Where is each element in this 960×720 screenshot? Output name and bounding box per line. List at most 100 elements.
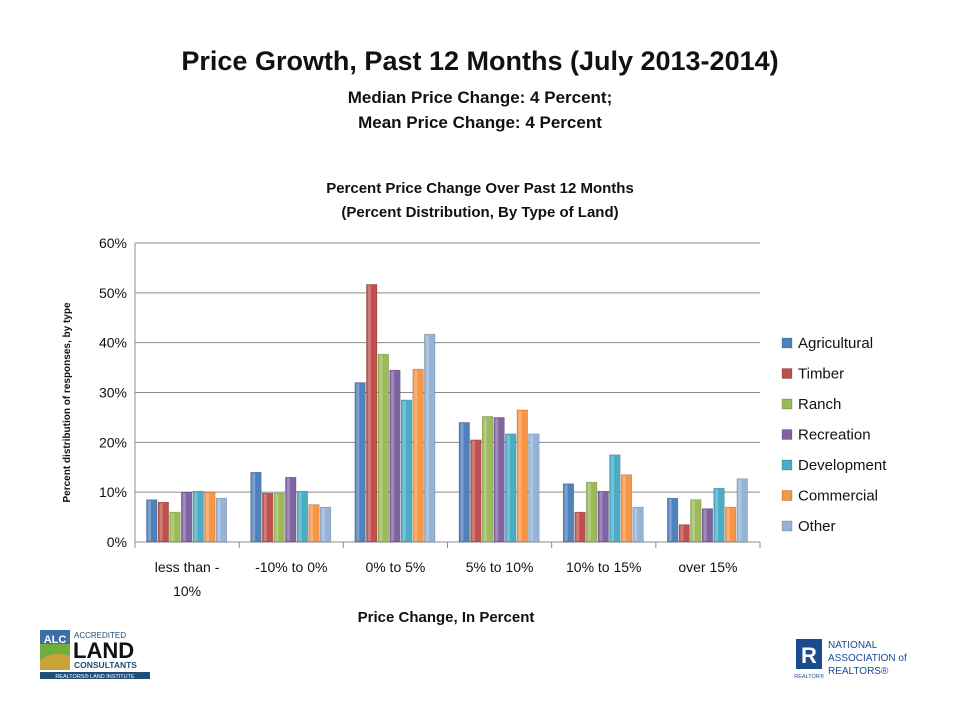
bar-highlight <box>321 508 325 541</box>
nar-realtors: REALTORS® <box>828 666 889 677</box>
nar-national: NATIONAL <box>828 640 878 651</box>
median-subtitle: Median Price Change: 4 Percent; <box>347 88 613 107</box>
bar-highlight <box>530 434 534 541</box>
bar-highlight <box>391 371 395 541</box>
bar <box>701 508 714 543</box>
nar-logo: R REALTOR® NATIONAL ASSOCIATION of REALT… <box>794 639 907 680</box>
bar <box>690 499 702 543</box>
bar <box>412 368 424 543</box>
nar-association: ASSOCIATION of <box>828 653 907 664</box>
alc-logo: ALC ACCREDITED LAND CONSULTANTS REALTORS… <box>40 630 150 680</box>
bar-highlight <box>171 513 175 541</box>
bar-highlight <box>460 423 464 541</box>
legend-swatch <box>781 398 793 410</box>
bar <box>215 497 227 543</box>
bar <box>273 492 285 543</box>
bar <box>169 511 181 543</box>
bar-highlight <box>703 509 707 541</box>
bar-highlight <box>286 478 290 541</box>
bar-highlight <box>715 489 719 541</box>
bar <box>377 353 389 543</box>
y-tick-label: 40% <box>99 335 127 351</box>
legend-label: Ranch <box>798 396 841 413</box>
bar <box>180 491 193 543</box>
legend-swatch <box>781 459 793 471</box>
bar-highlight <box>414 370 418 541</box>
alc-mark-text: ALC <box>44 634 67 646</box>
legend-swatch <box>781 520 793 532</box>
bar <box>366 284 378 543</box>
bar-highlight <box>147 500 151 541</box>
bar-highlight <box>367 285 371 541</box>
bar-highlight <box>425 335 429 541</box>
bar-highlight <box>402 400 406 541</box>
nar-r-icon: R <box>801 643 817 668</box>
bar <box>505 433 517 543</box>
y-tick-label: 0% <box>107 534 127 550</box>
legend-label: Other <box>798 518 836 535</box>
x-category-label: 10% <box>173 583 201 599</box>
x-axis-title: Price Change, In Percent <box>358 609 535 626</box>
y-tick-label: 10% <box>99 484 127 500</box>
legend-label: Development <box>798 457 887 474</box>
bar-highlight <box>726 508 730 541</box>
y-tick-label: 30% <box>99 385 127 401</box>
bar <box>736 478 748 543</box>
chart-title: Percent Price Change Over Past 12 Months <box>326 180 634 197</box>
bar-highlight <box>298 492 302 541</box>
bar <box>458 422 470 543</box>
bar <box>250 471 262 543</box>
slide-title: Price Growth, Past 12 Months (July 2013-… <box>181 46 779 76</box>
bar <box>667 497 679 543</box>
bar-highlight <box>159 503 163 541</box>
bar <box>308 504 320 543</box>
bar-highlight <box>576 513 580 541</box>
bar-highlight <box>738 479 742 541</box>
alc-consultants: CONSULTANTS <box>74 660 137 670</box>
bar-highlight <box>611 455 615 541</box>
y-tick-label: 60% <box>99 235 127 251</box>
bar-highlight <box>205 493 209 541</box>
bar-highlight <box>379 355 383 541</box>
bar <box>713 487 725 543</box>
bar-highlight <box>252 473 256 541</box>
bar <box>562 483 575 543</box>
y-tick-label: 50% <box>99 285 127 301</box>
chart-subtitle: (Percent Distribution, By Type of Land) <box>341 204 619 221</box>
bar-highlight <box>356 383 360 541</box>
bar <box>400 399 413 543</box>
mean-subtitle: Mean Price Change: 4 Percent <box>358 113 602 132</box>
bar <box>192 490 204 543</box>
x-category-label: less than - <box>155 559 220 575</box>
bar <box>620 474 633 543</box>
bar-highlight <box>587 483 591 541</box>
bar <box>285 476 297 543</box>
bar-highlight <box>217 499 221 541</box>
bar-highlight <box>263 494 267 541</box>
bar <box>632 506 644 543</box>
legend-label: Agricultural <box>798 335 873 352</box>
bar-highlight <box>622 475 626 541</box>
bar-highlight <box>668 499 672 541</box>
bar <box>516 409 528 543</box>
bar <box>678 524 690 543</box>
bar-highlight <box>472 440 476 541</box>
alc-accredited: ACCREDITED <box>74 631 126 640</box>
bar <box>319 506 332 543</box>
legend-label: Timber <box>798 366 844 383</box>
bar-highlight <box>599 492 603 541</box>
bar <box>609 454 621 543</box>
legend-label: Recreation <box>798 427 871 444</box>
bar <box>424 333 436 543</box>
bar-highlight <box>680 525 684 541</box>
y-axis-title: Percent distribution of responses, by ty… <box>62 302 73 502</box>
bar <box>157 501 169 543</box>
bar-highlight <box>692 500 696 541</box>
y-tick-label: 20% <box>99 434 127 450</box>
x-category-label: over 15% <box>678 559 737 575</box>
bar <box>261 492 274 543</box>
x-category-label: 0% to 5% <box>365 559 425 575</box>
bar <box>354 382 366 543</box>
bar <box>389 369 401 543</box>
